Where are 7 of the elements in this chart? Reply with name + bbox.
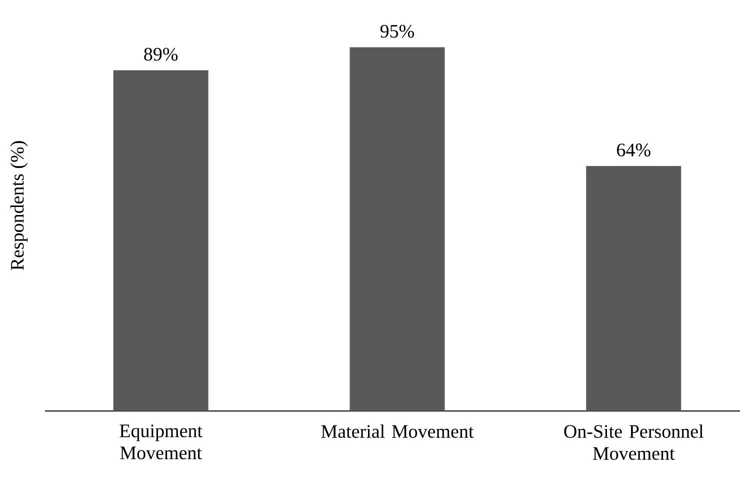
- data-label: 89%: [144, 48, 178, 61]
- x-tick-label: Material Movement: [321, 424, 474, 438]
- x-tick-label: Equipment Movement: [120, 424, 202, 460]
- data-label: 95%: [380, 24, 414, 38]
- data-label: 64%: [617, 144, 650, 156]
- x-tick-label: On-Site Personnel Movement: [564, 424, 704, 460]
- y-axis-title: Respondents (%): [10, 141, 28, 270]
